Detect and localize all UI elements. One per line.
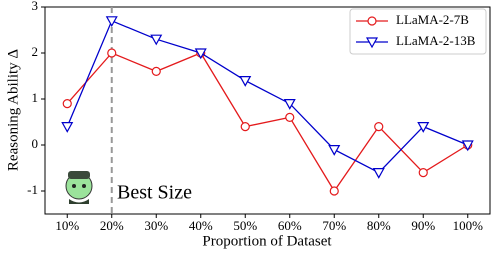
x-tick-label: 70% <box>322 218 346 233</box>
x-tick-label: 100% <box>453 218 484 233</box>
marker <box>62 123 72 132</box>
y-tick-label: 0 <box>32 136 39 151</box>
annotation: Best Size <box>117 182 192 204</box>
marker <box>375 123 383 131</box>
x-tick-label: 30% <box>144 218 168 233</box>
marker <box>374 169 384 178</box>
x-tick-label: 90% <box>411 218 435 233</box>
marker <box>241 123 249 131</box>
x-axis-label: Proportion of Dataset <box>202 233 332 249</box>
x-tick-label: 80% <box>367 218 391 233</box>
marker <box>152 67 160 75</box>
llama-icon <box>66 171 92 204</box>
y-tick-label: 3 <box>32 0 39 13</box>
marker <box>108 49 116 57</box>
marker <box>368 17 376 25</box>
marker <box>240 77 250 86</box>
chart: Proportion of Dataset Reasoning Ability … <box>0 0 492 255</box>
legend-label: LLaMA-2-13B <box>396 33 476 48</box>
marker <box>330 187 338 195</box>
x-tick-label: 10% <box>55 218 79 233</box>
marker <box>63 100 71 108</box>
x-tick-label: 50% <box>233 218 257 233</box>
x-tick-label: 20% <box>100 218 124 233</box>
legend-label: LLaMA-2-7B <box>396 12 469 27</box>
y-tick-label: 1 <box>32 90 39 105</box>
x-tick-label: 60% <box>278 218 302 233</box>
y-tick-label: 2 <box>32 44 39 59</box>
x-tick-label: 40% <box>189 218 213 233</box>
marker <box>286 113 294 121</box>
series-line <box>67 53 468 191</box>
marker <box>107 17 117 26</box>
y-tick-label: -1 <box>27 182 38 197</box>
marker <box>419 169 427 177</box>
marker <box>329 146 339 155</box>
y-axis-label: Reasoning Ability Δ <box>5 49 21 172</box>
